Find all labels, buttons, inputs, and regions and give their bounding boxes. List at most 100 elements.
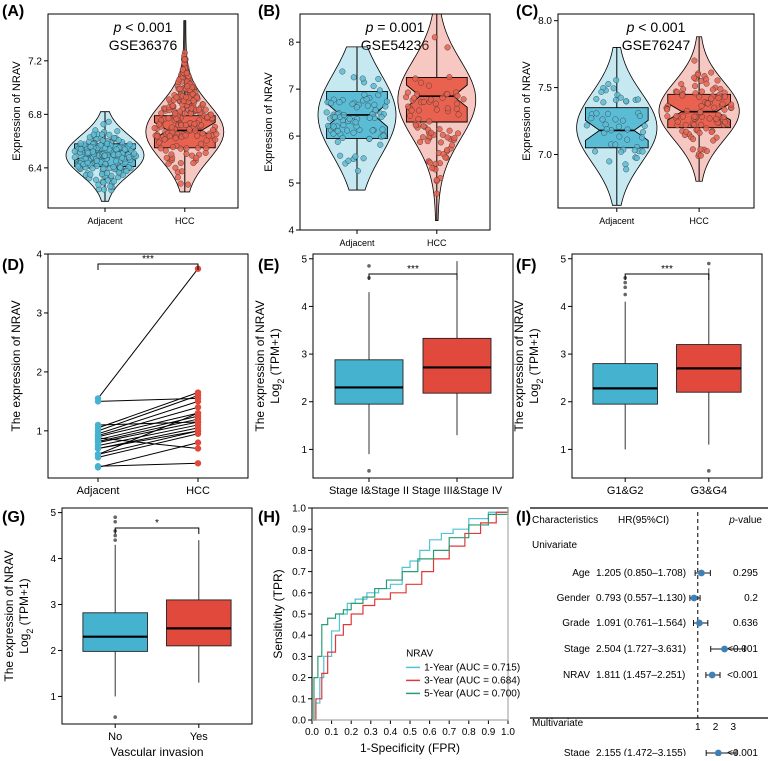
data-point bbox=[115, 151, 122, 158]
outlier bbox=[367, 264, 371, 268]
x-tick-label: 0.0 bbox=[305, 727, 319, 738]
row-p-value: 0.2 bbox=[744, 593, 758, 604]
data-point bbox=[182, 132, 189, 139]
data-point bbox=[177, 160, 184, 167]
data-point bbox=[179, 66, 186, 73]
data-point bbox=[449, 142, 456, 149]
data-point bbox=[635, 96, 642, 103]
data-point bbox=[719, 100, 726, 107]
pair-line bbox=[97, 430, 199, 450]
row-hr-ci: 1.205 (0.850–1.708) bbox=[596, 568, 686, 579]
data-point bbox=[697, 146, 704, 153]
outlier bbox=[113, 715, 117, 719]
x-tick-label: 1 bbox=[695, 722, 701, 733]
row-hr-ci: 2.504 (1.727–3.631) bbox=[596, 644, 686, 655]
data-point bbox=[177, 145, 184, 152]
data-point bbox=[708, 129, 715, 136]
data-point bbox=[444, 134, 451, 141]
x-tick-label: 0.2 bbox=[344, 727, 358, 738]
data-point bbox=[182, 121, 189, 128]
data-point bbox=[71, 154, 78, 161]
data-point bbox=[592, 148, 599, 155]
pair-line bbox=[97, 397, 199, 402]
data-point bbox=[426, 118, 433, 125]
data-point bbox=[639, 134, 646, 141]
data-point bbox=[378, 113, 385, 120]
box bbox=[592, 363, 658, 405]
y-tick-label: 1 bbox=[50, 692, 56, 703]
data-point bbox=[121, 146, 128, 153]
x-tick-label: Yes bbox=[190, 731, 208, 743]
box bbox=[82, 612, 148, 652]
data-point bbox=[165, 160, 172, 167]
data-point bbox=[425, 82, 432, 89]
dataset-title: GSE54236 bbox=[361, 37, 430, 53]
panel-D: 1 2 3 4 The expression of NRAV (D) Adjacent HCC… bbox=[2, 250, 249, 497]
data-point bbox=[711, 104, 718, 111]
significance-marker: *** bbox=[407, 264, 419, 275]
x-tick-label: 0.9 bbox=[481, 727, 495, 738]
plot-frame bbox=[571, 253, 763, 479]
x-tick-label: Adjacent bbox=[599, 216, 635, 226]
data-point bbox=[636, 112, 643, 119]
data-point bbox=[199, 130, 206, 137]
data-point bbox=[104, 140, 111, 147]
y-axis-label: Expression of NRAV bbox=[11, 61, 23, 161]
data-point bbox=[156, 121, 163, 128]
x-tick-label: 0.5 bbox=[403, 727, 417, 738]
y-axis-unit: Log2 (TPM+1) bbox=[527, 328, 545, 403]
data-point bbox=[433, 190, 440, 197]
data-point bbox=[412, 122, 419, 129]
data-point bbox=[131, 150, 138, 157]
hr-point bbox=[690, 594, 698, 602]
data-point bbox=[696, 93, 703, 100]
data-point bbox=[213, 131, 220, 138]
hcc-point bbox=[194, 389, 202, 396]
data-point bbox=[366, 114, 373, 121]
data-point bbox=[703, 148, 710, 155]
plot-frame bbox=[47, 253, 249, 479]
row-hr-ci: 2.155 (1.472–3.155) bbox=[596, 748, 686, 756]
data-point bbox=[692, 83, 699, 90]
data-point bbox=[698, 121, 705, 128]
significance-bracket bbox=[97, 263, 199, 270]
x-tick-label: Adjacent bbox=[87, 216, 123, 226]
data-point bbox=[100, 121, 107, 128]
y-tick-label: 5 bbox=[288, 179, 294, 190]
data-point bbox=[598, 88, 605, 95]
row-hr-ci: 1.091 (0.761–1.564) bbox=[596, 618, 686, 629]
data-point bbox=[631, 147, 638, 154]
y-axis-unit: Log2 (TPM+1) bbox=[17, 578, 35, 653]
data-point bbox=[99, 171, 106, 178]
data-point bbox=[721, 93, 728, 100]
y-tick-label: 7.2 bbox=[28, 56, 42, 67]
panel-H: 0.00.0 0.1 0.1 0.2 0.2 0.3 0.3 0.4 0.4 0.5 0.5 0.6 0… bbox=[258, 504, 520, 756]
data-point bbox=[691, 57, 698, 64]
data-point bbox=[161, 136, 168, 143]
data-point bbox=[684, 107, 691, 114]
hr-point bbox=[698, 569, 705, 577]
hcc-point bbox=[194, 409, 202, 417]
p-value: p < 0.001 bbox=[113, 19, 173, 35]
data-point bbox=[692, 90, 699, 97]
box bbox=[422, 337, 492, 394]
data-point bbox=[354, 167, 361, 174]
p-value: p = 0.001 bbox=[365, 19, 425, 35]
data-point bbox=[623, 98, 630, 105]
data-point bbox=[178, 168, 185, 175]
pair-line bbox=[97, 433, 199, 458]
outlier bbox=[367, 469, 371, 473]
data-point bbox=[97, 142, 104, 149]
data-point bbox=[190, 159, 197, 166]
y-tick-label: 4 bbox=[560, 302, 566, 313]
pair-line bbox=[97, 412, 199, 455]
data-point bbox=[427, 96, 434, 103]
row-characteristic: Gender bbox=[557, 593, 591, 604]
data-point bbox=[704, 100, 711, 107]
data-point bbox=[340, 112, 347, 119]
data-point bbox=[698, 78, 705, 85]
reference-diagonal bbox=[312, 508, 509, 721]
data-point bbox=[190, 97, 197, 104]
x-tick-label: Adjacent bbox=[339, 238, 375, 248]
data-point bbox=[433, 106, 440, 113]
